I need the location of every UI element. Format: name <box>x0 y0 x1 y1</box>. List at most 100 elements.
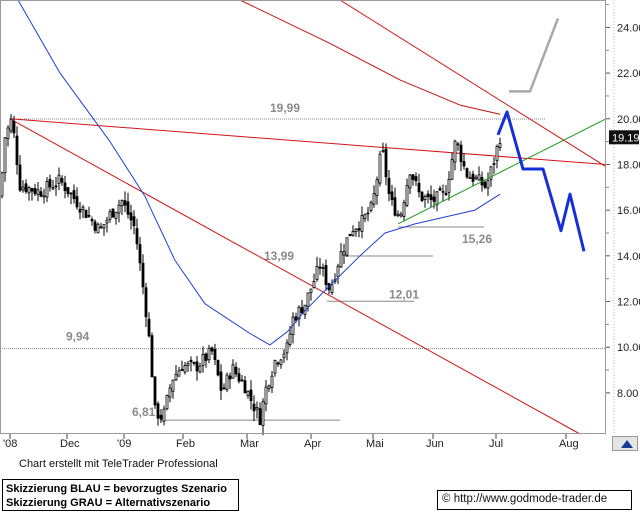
candle-body <box>420 191 424 202</box>
candle-body <box>252 403 256 412</box>
candle-body <box>471 173 475 182</box>
y-tick-label: 8.00 <box>617 388 638 400</box>
candle-body <box>42 195 46 198</box>
candle-body <box>201 354 205 366</box>
scenario-blue-line <box>496 110 586 252</box>
candle-body <box>405 185 409 206</box>
candle-body <box>441 190 445 193</box>
level-label: 13,99 <box>264 249 294 263</box>
source-url-box[interactable]: © http://www.godmode-trader.de <box>437 490 632 510</box>
candle-body <box>105 219 109 224</box>
candle-body <box>318 266 322 269</box>
candle-body <box>147 318 151 337</box>
candle-body <box>435 191 439 206</box>
candle-body <box>138 244 142 264</box>
candle-body <box>57 174 61 184</box>
candle-body <box>207 347 211 361</box>
candle-body <box>447 179 451 193</box>
candle-body <box>114 211 118 219</box>
candle-body <box>24 183 28 192</box>
candle-body <box>300 307 304 314</box>
candle-body <box>402 202 406 217</box>
level-label: 15,26 <box>462 232 492 246</box>
candle-body <box>186 362 190 366</box>
candle-body <box>213 348 217 361</box>
candle-body <box>69 192 73 195</box>
y-tick-label: 20.00 <box>617 114 640 126</box>
candle-body <box>171 379 175 392</box>
candle-body <box>156 403 160 419</box>
level-label: 19,99 <box>270 101 300 115</box>
scenario-legend: Skizzierung BLAU = bevorzugtes Szenario … <box>2 479 239 511</box>
candle-body <box>282 353 286 359</box>
candle-body <box>375 179 379 196</box>
candle-body <box>63 182 67 192</box>
trendline-red <box>9 118 607 165</box>
candle-body <box>363 214 367 220</box>
candle-body <box>453 140 457 163</box>
candle-body <box>27 187 31 194</box>
candle-body <box>165 394 169 410</box>
candle-body <box>219 371 223 391</box>
legend-gray-line: Skizzierung GRAU = Alternativszenario <box>6 497 211 509</box>
y-tick-label: 10.00 <box>617 342 640 354</box>
candle-body <box>231 364 235 379</box>
candle-body <box>39 191 43 197</box>
candle-body <box>456 143 460 146</box>
candle-body <box>255 406 259 410</box>
candle-body <box>210 347 214 352</box>
candle-body <box>129 212 133 221</box>
y-tick-label: 12.00 <box>617 297 640 309</box>
candle-body <box>264 386 268 405</box>
candle-body <box>348 233 352 237</box>
candle-body <box>417 182 421 193</box>
candle-body <box>216 360 220 376</box>
candle-body <box>99 226 103 229</box>
candle-body <box>51 187 55 190</box>
candle-body <box>324 265 328 285</box>
candle-body <box>240 379 244 382</box>
trendline-green <box>397 118 607 225</box>
candle-body <box>498 143 502 148</box>
level-label: 9,94 <box>66 330 90 344</box>
legend-blue-line: Skizzierung BLAU = bevorzugtes Szenario <box>6 483 227 495</box>
candle-body <box>384 148 388 178</box>
candle-body <box>450 159 454 180</box>
candle-body <box>141 262 145 288</box>
candle-body <box>75 196 79 208</box>
candle-body <box>93 221 97 231</box>
candle-body <box>306 292 310 307</box>
corner-arrow-button[interactable] <box>612 436 638 451</box>
x-tick-label: '09 <box>117 438 131 450</box>
candle-body <box>249 389 253 402</box>
candle-body <box>411 174 415 181</box>
candle-body <box>84 209 88 219</box>
candle-body <box>483 181 487 188</box>
candle-body <box>198 365 202 373</box>
candle-body <box>399 213 403 217</box>
candle-body <box>474 176 478 180</box>
candle-body <box>180 368 184 371</box>
candle-body <box>81 206 85 210</box>
candle-body <box>390 191 394 201</box>
candle-body <box>288 333 292 346</box>
candle-body <box>438 188 442 191</box>
source-url[interactable]: http://www.godmode-trader.de <box>453 493 608 505</box>
candle-body <box>48 178 52 188</box>
candle-body <box>21 186 25 191</box>
x-tick-label: Mar <box>240 438 259 450</box>
candle-body <box>387 177 391 195</box>
candle-body <box>60 178 64 183</box>
chart-credit: Chart erstellt mit TeleTrader Profession… <box>19 458 218 470</box>
candle-body <box>123 200 127 206</box>
candle-body <box>78 208 82 213</box>
copyright-icon: © <box>442 493 451 505</box>
y-tick-label: 18.00 <box>617 159 640 171</box>
candle-body <box>6 127 10 139</box>
moving-average-blue <box>17 0 501 346</box>
last-price-badge <box>609 130 639 145</box>
candle-body <box>477 174 481 181</box>
candle-body <box>225 374 229 391</box>
candle-body <box>18 164 22 191</box>
